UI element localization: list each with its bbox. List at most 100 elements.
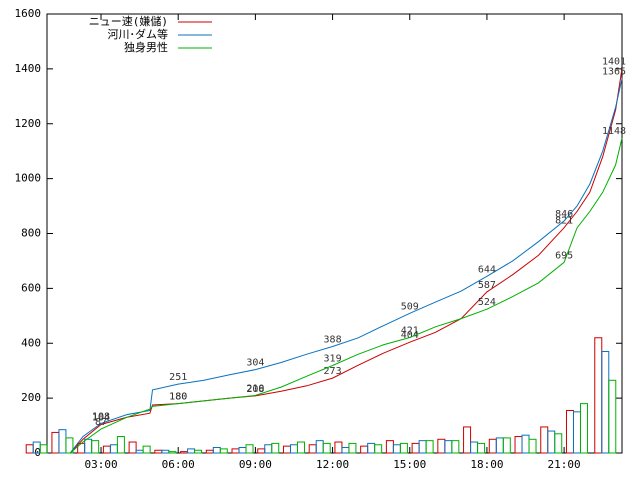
hourly-bar bbox=[495, 437, 504, 454]
hourly-bar bbox=[565, 409, 574, 454]
data-label: 180 bbox=[169, 392, 187, 403]
hourly-bar bbox=[601, 350, 610, 454]
y-tick-label: 1600 bbox=[15, 7, 42, 20]
hourly-bar bbox=[308, 444, 317, 454]
hourly-bar bbox=[374, 444, 383, 454]
hourly-bar bbox=[91, 440, 100, 454]
hourly-bar bbox=[425, 440, 434, 454]
data-label: 695 bbox=[555, 250, 573, 261]
hourly-bar bbox=[161, 449, 170, 454]
hourly-bar bbox=[579, 403, 588, 454]
hourly-bar bbox=[271, 442, 280, 454]
hourly-bar bbox=[219, 448, 228, 454]
hourly-bar bbox=[418, 440, 427, 454]
hourly-bar bbox=[367, 442, 376, 454]
data-label: 524 bbox=[478, 297, 496, 308]
hourly-bar bbox=[109, 444, 118, 454]
hourly-bar bbox=[58, 429, 67, 454]
hourly-bar bbox=[264, 444, 273, 454]
hourly-bar bbox=[502, 437, 511, 454]
hourly-bar bbox=[102, 445, 111, 454]
data-label: 1401 bbox=[602, 57, 626, 68]
series-line bbox=[69, 78, 623, 454]
data-label: 509 bbox=[401, 301, 419, 312]
data-label: 210 bbox=[246, 383, 264, 394]
data-label: 273 bbox=[324, 366, 342, 377]
hourly-bar bbox=[411, 442, 420, 454]
hourly-bar bbox=[25, 444, 34, 454]
hourly-bar bbox=[322, 442, 331, 454]
hourly-bar bbox=[128, 441, 137, 454]
hourly-bar bbox=[554, 433, 563, 454]
hourly-bar bbox=[194, 449, 203, 454]
legend-label: 独身男性 bbox=[124, 40, 168, 54]
hourly-bar bbox=[65, 437, 74, 454]
hourly-bar bbox=[168, 451, 177, 454]
y-tick-label: 200 bbox=[21, 391, 41, 404]
hourly-bar bbox=[77, 442, 86, 454]
hourly-bar bbox=[547, 430, 556, 454]
series-line bbox=[69, 68, 623, 454]
y-tick-label: 1000 bbox=[15, 172, 42, 185]
hourly-bar bbox=[282, 445, 291, 454]
hourly-bar bbox=[142, 445, 151, 454]
data-label: 251 bbox=[169, 372, 187, 383]
data-label: 208 bbox=[246, 384, 264, 395]
hourly-bar bbox=[39, 444, 48, 454]
hourly-bar bbox=[437, 438, 446, 454]
plot-frame bbox=[46, 13, 623, 454]
hourly-bar bbox=[231, 448, 240, 454]
data-label: 1148 bbox=[602, 126, 626, 137]
hourly-bar bbox=[334, 441, 343, 454]
hourly-bar bbox=[315, 440, 324, 454]
data-label: 180 bbox=[169, 392, 187, 403]
hourly-bar bbox=[392, 444, 401, 454]
data-label: 304 bbox=[246, 358, 264, 369]
x-tick-label: 03:00 bbox=[84, 458, 117, 471]
hourly-bar bbox=[514, 436, 523, 454]
y-tick-label: 400 bbox=[21, 336, 41, 349]
x-tick-label: 06:00 bbox=[162, 458, 195, 471]
x-tick-label: 18:00 bbox=[470, 458, 503, 471]
y-tick-label: 600 bbox=[21, 281, 41, 294]
hourly-bar bbox=[180, 451, 189, 454]
hourly-bar bbox=[488, 438, 497, 454]
hourly-bar bbox=[116, 436, 125, 454]
hourly-bar bbox=[245, 444, 254, 454]
hourly-bar bbox=[444, 440, 453, 454]
hourly-bar bbox=[608, 379, 617, 454]
hourly-bar bbox=[341, 447, 350, 454]
data-label: 388 bbox=[324, 335, 342, 346]
hourly-bar bbox=[238, 447, 247, 454]
legend-label: ニュー速(嫌儲) bbox=[89, 14, 168, 28]
hourly-bar bbox=[540, 426, 549, 454]
data-label: 587 bbox=[478, 280, 496, 291]
data-label: 104 bbox=[92, 412, 110, 423]
hourly-bar bbox=[572, 411, 581, 454]
hourly-bar bbox=[51, 431, 60, 454]
data-label: 319 bbox=[324, 353, 342, 364]
series-line bbox=[69, 137, 623, 454]
y-tick-label: 800 bbox=[21, 227, 41, 240]
hourly-bar bbox=[451, 440, 460, 454]
data-label: 404 bbox=[401, 330, 419, 341]
hourly-bar bbox=[154, 449, 163, 454]
legend-label: 河川･ダム等 bbox=[108, 27, 169, 41]
data-label: 108 bbox=[92, 411, 110, 422]
y-tick-label: 1400 bbox=[15, 62, 42, 75]
hourly-bar bbox=[289, 444, 298, 454]
hourly-bar bbox=[360, 445, 369, 454]
hourly-bar bbox=[594, 337, 603, 454]
x-tick-label: 21:00 bbox=[548, 458, 581, 471]
hourly-bar bbox=[385, 440, 394, 454]
data-label: 846 bbox=[555, 209, 573, 220]
hourly-bar bbox=[205, 449, 214, 454]
x-tick-label: 09:00 bbox=[239, 458, 272, 471]
hourly-bar bbox=[257, 448, 266, 454]
y-tick-label: 1200 bbox=[15, 117, 42, 130]
hourly-bar bbox=[477, 442, 486, 454]
hourly-bar bbox=[528, 438, 537, 454]
x-tick-label: 12:00 bbox=[316, 458, 349, 471]
x-tick-label: 15:00 bbox=[393, 458, 426, 471]
